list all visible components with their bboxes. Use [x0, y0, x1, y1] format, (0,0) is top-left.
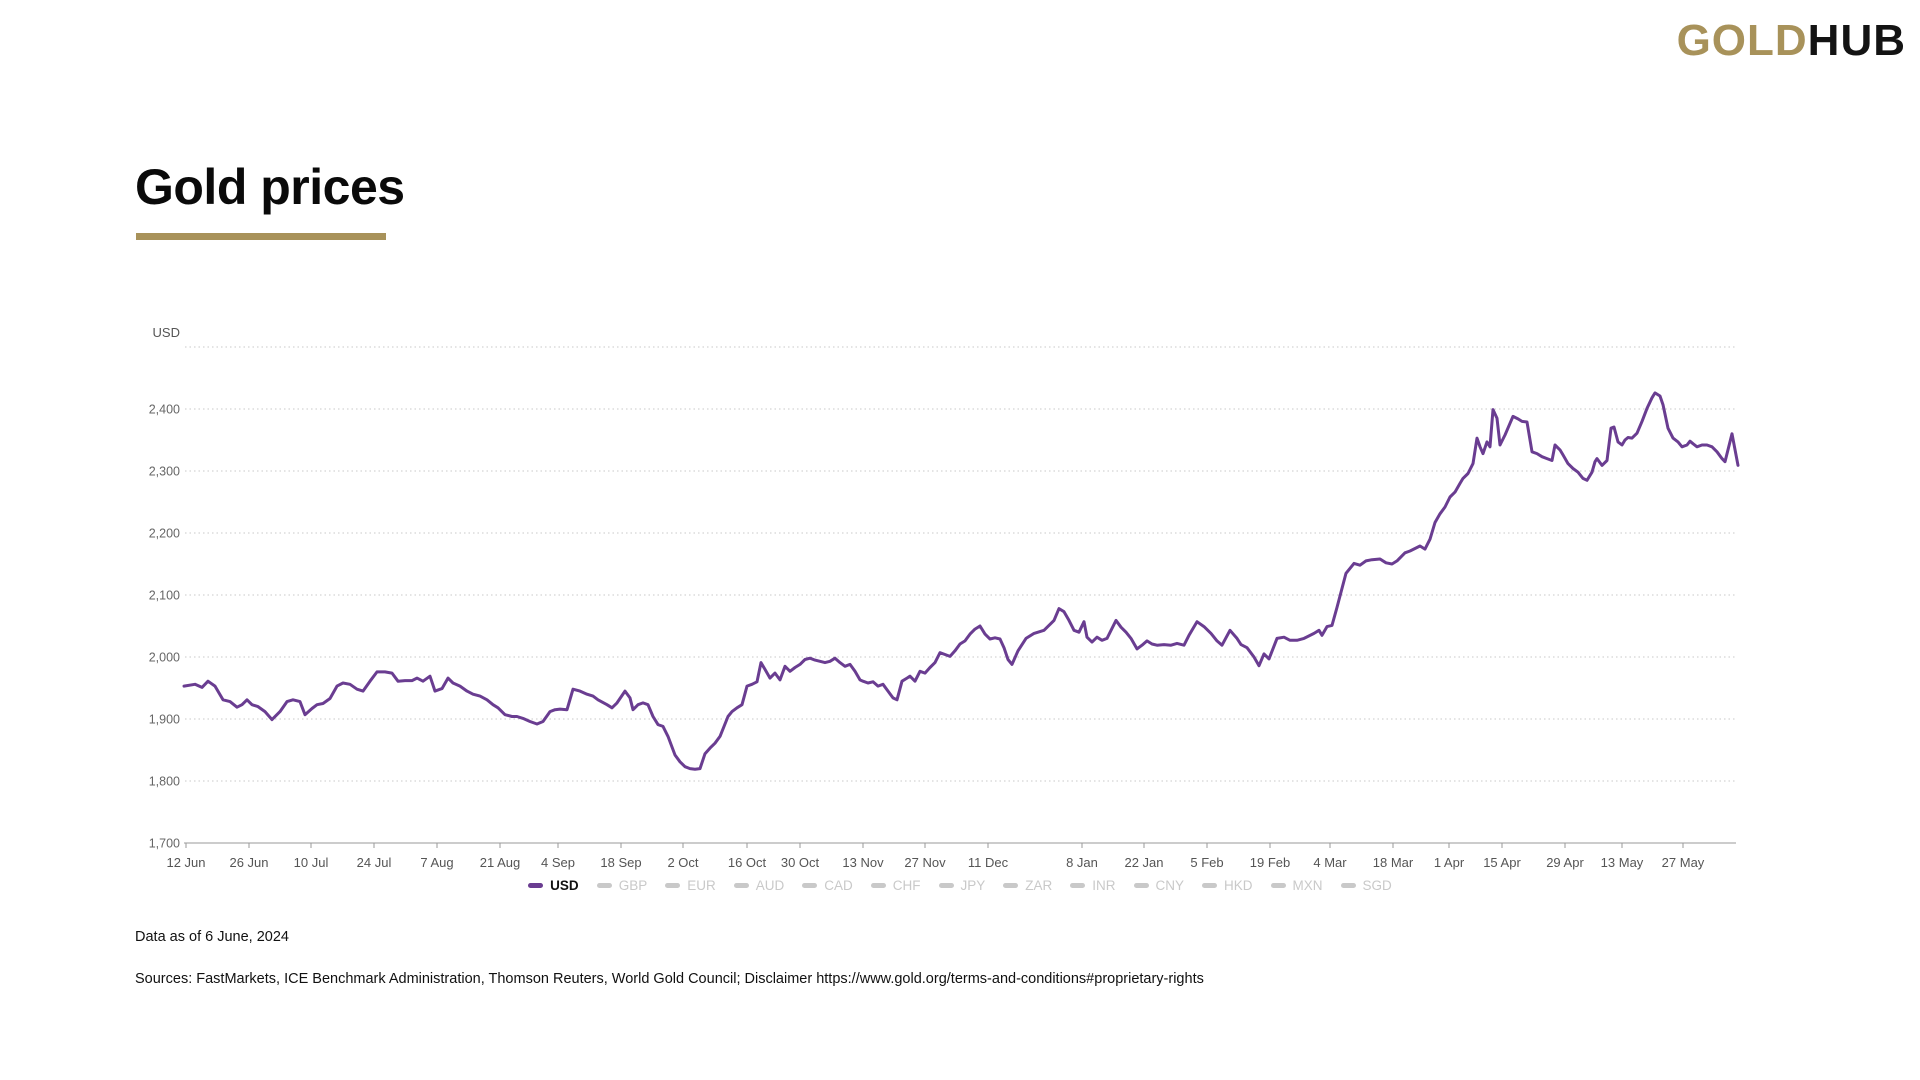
x-tick-label: 16 Oct [728, 855, 767, 870]
logo-hub-text: HUB [1807, 16, 1906, 65]
x-tick-label: 8 Jan [1066, 855, 1098, 870]
x-tick-label: 11 Dec [968, 855, 1009, 870]
y-tick-label: 2,100 [149, 589, 180, 603]
x-tick-label: 21 Aug [480, 855, 521, 870]
legend-label-eur: EUR [687, 878, 716, 893]
legend-item-cad[interactable]: CAD [802, 878, 853, 893]
x-tick-label: 13 May [1601, 855, 1644, 870]
x-tick-label: 15 Apr [1483, 855, 1521, 870]
y-tick-label: 1,900 [149, 713, 180, 727]
legend-label-hkd: HKD [1224, 878, 1253, 893]
x-tick-label: 27 Nov [904, 855, 946, 870]
legend-swatch-cny [1133, 883, 1149, 888]
legend-item-sgd[interactable]: SGD [1340, 878, 1392, 893]
y-tick-label: 2,300 [149, 465, 180, 479]
y-tick-label: 2,400 [149, 403, 180, 417]
page-title: Gold prices [135, 159, 405, 215]
legend-label-zar: ZAR [1025, 878, 1053, 893]
legend-item-eur[interactable]: EUR [665, 878, 716, 893]
legend-swatch-cad [802, 883, 818, 888]
x-tick-label: 24 Jul [357, 855, 392, 870]
legend-swatch-hkd [1202, 883, 1218, 888]
y-tick-label: 2,000 [149, 651, 180, 665]
x-tick-label: 29 Apr [1546, 855, 1584, 870]
legend-swatch-aud [733, 883, 749, 888]
x-tick-label: 1 Apr [1434, 855, 1465, 870]
legend-item-mxn[interactable]: MXN [1270, 878, 1323, 893]
x-tick-label: 4 Mar [1313, 855, 1347, 870]
legend-swatch-inr [1070, 883, 1086, 888]
x-tick-label: 18 Mar [1373, 855, 1414, 870]
legend-swatch-jpy [938, 883, 954, 888]
x-tick-label: 10 Jul [294, 855, 329, 870]
legend-swatch-eur [665, 883, 681, 888]
x-tick-label: 13 Nov [842, 855, 884, 870]
y-axis-title: USD [153, 325, 180, 340]
sources-disclaimer: Sources: FastMarkets, ICE Benchmark Admi… [135, 971, 1204, 987]
data-as-of-note: Data as of 6 June, 2024 [135, 929, 289, 945]
usd-price-line [182, 391, 1740, 771]
legend-label-sgd: SGD [1362, 878, 1392, 893]
legend-item-hkd[interactable]: HKD [1202, 878, 1253, 893]
y-tick-label: 1,800 [149, 775, 180, 789]
legend-item-usd[interactable]: USD [528, 878, 579, 893]
legend-swatch-gbp [596, 883, 612, 888]
legend-label-mxn: MXN [1292, 878, 1323, 893]
x-tick-label: 27 May [1662, 855, 1705, 870]
x-tick-label: 30 Oct [781, 855, 820, 870]
x-tick-label: 19 Feb [1250, 855, 1290, 870]
x-tick-label: 26 Jun [229, 855, 268, 870]
legend-item-jpy[interactable]: JPY [938, 878, 986, 893]
legend-label-gbp: GBP [618, 878, 648, 893]
y-tick-label: 1,700 [149, 837, 180, 851]
legend-swatch-mxn [1270, 883, 1286, 888]
legend-label-chf: CHF [892, 878, 921, 893]
legend-label-usd: USD [550, 878, 579, 893]
y-tick-label: 2,200 [149, 527, 180, 541]
x-tick-label: 2 Oct [667, 855, 698, 870]
legend-swatch-usd [528, 883, 544, 888]
legend-swatch-zar [1003, 883, 1019, 888]
legend-label-jpy: JPY [960, 878, 986, 893]
legend-swatch-chf [870, 883, 886, 888]
x-tick-label: 4 Sep [541, 855, 575, 870]
legend-item-inr[interactable]: INR [1070, 878, 1116, 893]
legend-label-cad: CAD [824, 878, 853, 893]
x-tick-label: 22 Jan [1124, 855, 1163, 870]
legend-label-inr: INR [1092, 878, 1116, 893]
legend-label-cny: CNY [1155, 878, 1185, 893]
legend-item-zar[interactable]: ZAR [1003, 878, 1052, 893]
currency-legend: USD GBP EUR AUD CAD CHF JPY ZAR INR CNY HKD MXN SGD [0, 878, 1920, 893]
x-tick-label: 12 Jun [166, 855, 205, 870]
x-tick-label: 5 Feb [1190, 855, 1223, 870]
x-tick-label: 18 Sep [600, 855, 641, 870]
logo-gold-text: GOLD [1676, 16, 1808, 65]
legend-item-chf[interactable]: CHF [870, 878, 921, 893]
legend-label-aud: AUD [755, 878, 785, 893]
legend-item-gbp[interactable]: GBP [596, 878, 648, 893]
legend-item-aud[interactable]: AUD [733, 878, 785, 893]
x-tick-label: 7 Aug [420, 855, 453, 870]
legend-item-cny[interactable]: CNY [1133, 878, 1185, 893]
title-underline [136, 233, 386, 240]
goldhub-logo[interactable]: GOLDHUB [1677, 16, 1906, 66]
legend-swatch-sgd [1340, 883, 1356, 888]
